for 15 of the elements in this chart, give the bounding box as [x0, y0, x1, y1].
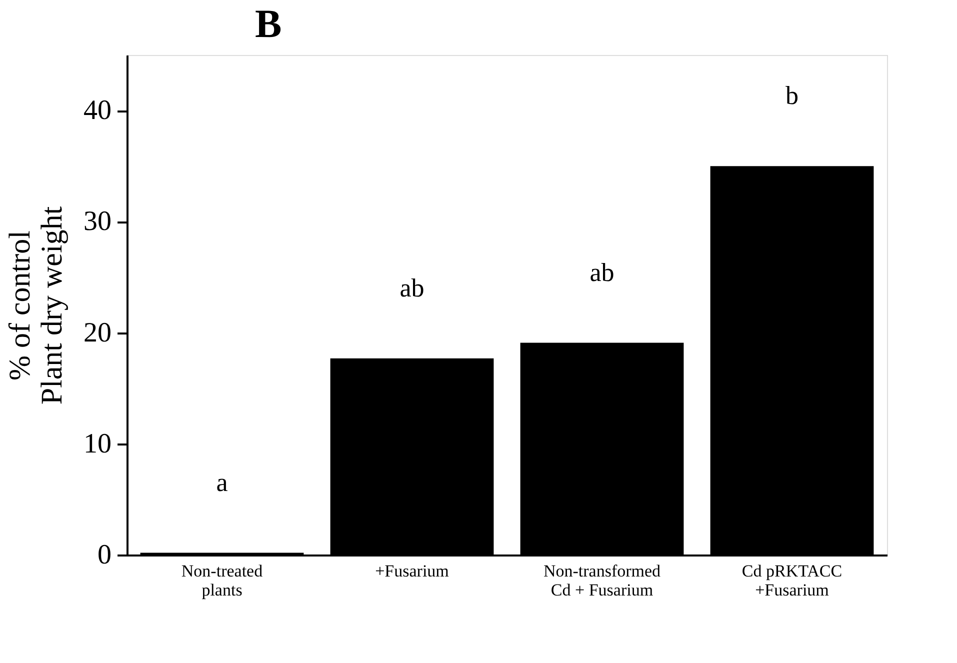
x-tick-label: Non-treated plants: [181, 562, 264, 600]
x-tick-label: Non-transformed Cd + Fusarium: [543, 562, 662, 600]
y-axis-title: % of control Plant dry weight: [4, 206, 68, 405]
y-tick-label: 40: [84, 95, 112, 126]
y-tick-label: 30: [84, 206, 112, 238]
y-tick-label: 10: [84, 428, 112, 460]
y-tick-label: 20: [84, 317, 112, 348]
x-tick-label: Cd pRKTACC +Fusarium: [742, 562, 842, 600]
annotation: a: [216, 468, 228, 497]
annotation: ab: [400, 273, 424, 302]
annotation: ab: [590, 258, 614, 287]
x-tick-label: +Fusarium: [375, 562, 449, 580]
chart-title: B: [255, 1, 282, 46]
annotation: b: [786, 81, 798, 110]
y-tick-label: 0: [98, 540, 112, 570]
